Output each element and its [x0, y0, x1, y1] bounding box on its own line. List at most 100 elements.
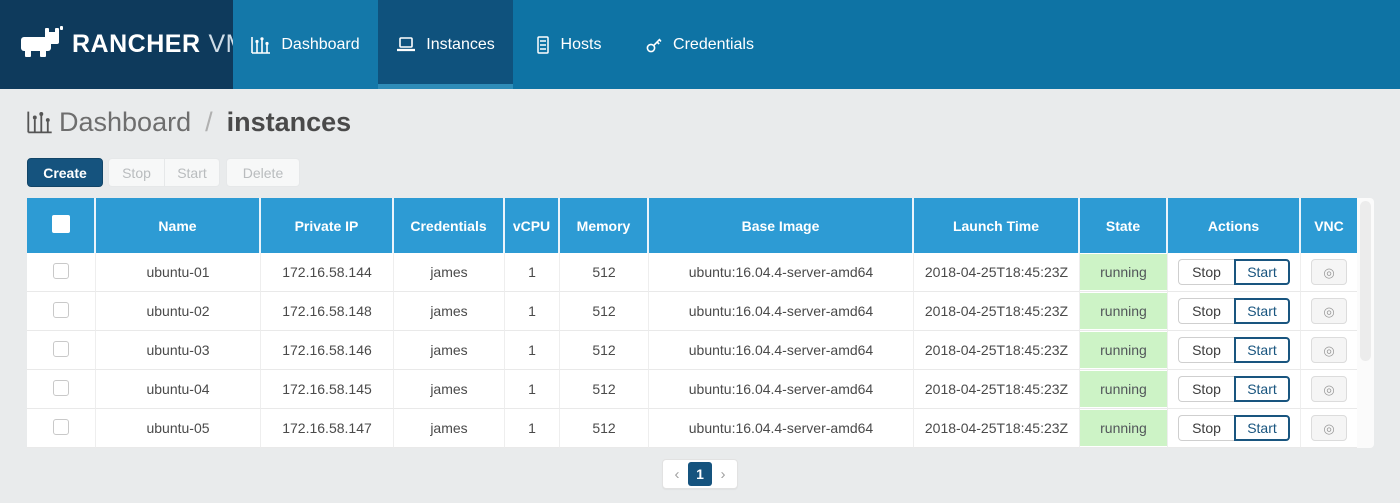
table-row: ubuntu-02 172.16.58.148 james 1 512 ubun…	[27, 292, 1357, 331]
start-button[interactable]: Start	[164, 158, 220, 187]
instance-name: ubuntu-04	[96, 370, 261, 409]
current-page-button[interactable]: 1	[688, 462, 712, 486]
credentials: james	[394, 292, 505, 331]
memory: 512	[560, 292, 649, 331]
eye-icon: ◎	[1323, 420, 1335, 436]
column-header-private-ip[interactable]: Private IP	[261, 198, 394, 253]
table-row: ubuntu-04 172.16.58.145 james 1 512 ubun…	[27, 370, 1357, 409]
row-stop-button[interactable]: Stop	[1178, 376, 1234, 402]
nav-tab-dashboard[interactable]: Dashboard	[233, 0, 378, 89]
row-checkbox[interactable]	[53, 340, 69, 357]
pagination: ‹ 1 ›	[662, 459, 738, 489]
instances-table: Name Private IP Credentials vCPU Memory …	[27, 198, 1374, 448]
create-button[interactable]: Create	[27, 158, 103, 187]
delete-button[interactable]: Delete	[226, 158, 300, 187]
laptop-icon	[396, 36, 416, 53]
main-content: Dashboard / instances Create Stop Start …	[0, 103, 1400, 489]
vnc-button[interactable]: ◎	[1311, 298, 1347, 324]
stop-button[interactable]: Stop	[108, 158, 164, 187]
next-page-button[interactable]: ›	[712, 466, 734, 483]
private-ip: 172.16.58.146	[261, 331, 394, 370]
page-title: instances	[226, 106, 352, 137]
private-ip: 172.16.58.148	[261, 292, 394, 331]
credentials: james	[394, 253, 505, 292]
row-start-button[interactable]: Start	[1234, 337, 1290, 363]
row-checkbox[interactable]	[53, 379, 69, 396]
row-start-button[interactable]: Start	[1234, 376, 1290, 402]
column-header-name[interactable]: Name	[96, 198, 261, 253]
private-ip: 172.16.58.147	[261, 409, 394, 448]
column-header-credentials[interactable]: Credentials	[394, 198, 505, 253]
instance-name: ubuntu-01	[96, 253, 261, 292]
credentials: james	[394, 331, 505, 370]
credentials: james	[394, 409, 505, 448]
base-image: ubuntu:16.04.4-server-amd64	[649, 409, 914, 448]
vcpu: 1	[505, 370, 560, 409]
vcpu: 1	[505, 331, 560, 370]
nav-tab-label: Hosts	[560, 35, 602, 53]
launch-time: 2018-04-25T18:45:23Z	[914, 331, 1080, 370]
memory: 512	[560, 253, 649, 292]
launch-time: 2018-04-25T18:45:23Z	[914, 253, 1080, 292]
memory: 512	[560, 331, 649, 370]
column-header-base-image[interactable]: Base Image	[649, 198, 914, 253]
row-start-button[interactable]: Start	[1234, 298, 1290, 324]
eye-icon: ◎	[1323, 342, 1335, 358]
instance-name: ubuntu-05	[96, 409, 261, 448]
column-header-vcpu[interactable]: vCPU	[505, 198, 560, 253]
vertical-scrollbar[interactable]	[1357, 198, 1374, 448]
brand-name: RANCHER	[72, 30, 201, 58]
state-badge: running	[1080, 332, 1167, 368]
vcpu: 1	[505, 292, 560, 331]
row-checkbox[interactable]	[53, 418, 69, 435]
server-icon	[535, 35, 551, 54]
row-stop-button[interactable]: Stop	[1178, 298, 1234, 324]
private-ip: 172.16.58.145	[261, 370, 394, 409]
vnc-button[interactable]: ◎	[1311, 259, 1347, 285]
launch-time: 2018-04-25T18:45:23Z	[914, 292, 1080, 331]
nav-tab-hosts[interactable]: Hosts	[513, 0, 623, 89]
state-badge: running	[1080, 254, 1167, 290]
nav-tab-credentials[interactable]: Credentials	[623, 0, 775, 89]
private-ip: 172.16.58.144	[261, 253, 394, 292]
table-row: ubuntu-03 172.16.58.146 james 1 512 ubun…	[27, 331, 1357, 370]
launch-time: 2018-04-25T18:45:23Z	[914, 370, 1080, 409]
nav-tab-label: Credentials	[673, 35, 754, 53]
memory: 512	[560, 370, 649, 409]
breadcrumb-section[interactable]: Dashboard	[59, 106, 192, 137]
select-all-checkbox[interactable]	[51, 215, 70, 233]
row-start-button[interactable]: Start	[1234, 259, 1290, 285]
pagination-container: ‹ 1 ›	[27, 459, 1373, 489]
credentials: james	[394, 370, 505, 409]
instance-name: ubuntu-02	[96, 292, 261, 331]
base-image: ubuntu:16.04.4-server-amd64	[649, 370, 914, 409]
column-header-vnc[interactable]: VNC	[1301, 198, 1357, 253]
vcpu: 1	[505, 409, 560, 448]
memory: 512	[560, 409, 649, 448]
row-start-button[interactable]: Start	[1234, 415, 1290, 441]
table-row: ubuntu-01 172.16.58.144 james 1 512 ubun…	[27, 253, 1357, 292]
breadcrumb-separator: /	[205, 106, 213, 137]
nav-tab-instances[interactable]: Instances	[378, 0, 513, 89]
column-header-memory[interactable]: Memory	[560, 198, 649, 253]
column-header-state[interactable]: State	[1080, 198, 1168, 253]
vnc-button[interactable]: ◎	[1311, 415, 1347, 441]
top-navbar: RANCHER VM Dashboard Instances	[0, 0, 1400, 89]
previous-page-button[interactable]: ‹	[666, 466, 688, 483]
row-stop-button[interactable]: Stop	[1178, 337, 1234, 363]
row-checkbox[interactable]	[53, 262, 69, 279]
column-header-launch-time[interactable]: Launch Time	[914, 198, 1080, 253]
state-badge: running	[1080, 371, 1167, 407]
vnc-button[interactable]: ◎	[1311, 337, 1347, 363]
row-stop-button[interactable]: Stop	[1178, 415, 1234, 441]
row-stop-button[interactable]: Stop	[1178, 259, 1234, 285]
base-image: ubuntu:16.04.4-server-amd64	[649, 253, 914, 292]
brand-logo[interactable]: RANCHER VM	[0, 0, 247, 89]
key-icon	[644, 35, 663, 54]
vnc-button[interactable]: ◎	[1311, 376, 1347, 402]
base-image: ubuntu:16.04.4-server-amd64	[649, 331, 914, 370]
row-checkbox[interactable]	[53, 301, 69, 318]
scrollbar-thumb[interactable]	[1360, 201, 1371, 361]
column-header-actions[interactable]: Actions	[1168, 198, 1301, 253]
active-tab-indicator	[378, 84, 513, 89]
